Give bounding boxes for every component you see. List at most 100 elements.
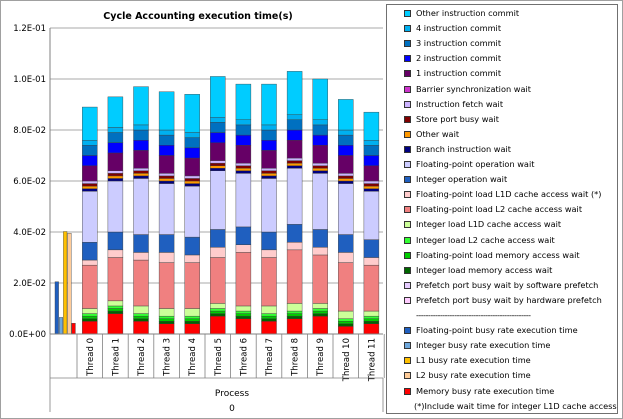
legend-swatch [404, 221, 411, 229]
bar-segment [261, 83, 277, 126]
bar-segment [312, 168, 328, 171]
bar-segment [133, 139, 149, 151]
y-tick-label: 8.0E-02 [13, 126, 46, 136]
legend-item: 1 instruction commit [387, 66, 617, 81]
legend-label: Integer load memory access wait [416, 264, 553, 275]
bar-segment [107, 249, 124, 258]
legend-swatch [404, 145, 411, 153]
bar-segment [338, 180, 354, 184]
x-tick-label: Thread 0 [86, 338, 96, 377]
bar-segment [363, 188, 380, 192]
bar-segment [363, 155, 380, 166]
legend-item: 4 instruction commit [387, 21, 617, 36]
legend-swatch [404, 342, 411, 350]
legend-item: Memory busy rate execution time [387, 384, 617, 399]
bar-segment [363, 139, 380, 146]
bar-segment [133, 234, 149, 253]
bar-segment [286, 162, 303, 166]
bar-segment [210, 117, 226, 123]
legend-label: L1 busy rate execution time [416, 355, 531, 366]
bar-segment [184, 315, 200, 319]
bar-segment [261, 321, 277, 335]
legend-swatch [404, 85, 411, 93]
bar-segment [158, 178, 175, 182]
bar-segment [107, 96, 124, 128]
legend-label: Instruction fetch wait [416, 98, 504, 109]
x-tick-label: Thread 2 [137, 338, 147, 377]
legend-item: L2 busy rate execution time [387, 368, 617, 383]
bar-segment [261, 139, 277, 151]
bar-segment [158, 129, 175, 136]
bar-segment [286, 168, 303, 225]
bar-segment [338, 178, 354, 182]
bar-segment [338, 252, 354, 263]
bar-segment [261, 175, 277, 179]
y-axis-ticks: 0.0E+00 2.0E-02 4.0E-02 6.0E-02 8.0E-02 1.0E-… [9, 24, 46, 340]
legend-label: 2 instruction commit [416, 53, 502, 64]
legend-swatch [404, 206, 411, 214]
bar-segment [312, 303, 328, 309]
legend-item: L1 busy rate execution time [387, 353, 617, 368]
bar-segment [338, 173, 354, 177]
bar-segment [338, 99, 354, 131]
bar-segment [82, 321, 98, 335]
legend-separator: ----------------------------------------… [416, 311, 531, 320]
bar-segment [235, 145, 252, 164]
bar-segment [261, 173, 277, 177]
bar-segment [286, 157, 303, 161]
bar-segment [210, 303, 226, 309]
bar-segment [210, 160, 226, 164]
legend-item: Store port busy wait [387, 112, 617, 127]
bar-segment [286, 303, 303, 312]
busy-rate-bar [54, 281, 59, 335]
legend-swatch [404, 55, 411, 63]
legend-label: Integer busy rate execution time [416, 340, 551, 351]
bar-segment [235, 173, 252, 228]
busy-rate-bar [67, 233, 72, 335]
bar-segment [312, 173, 328, 230]
bar-segment [82, 106, 98, 141]
legend-note: (*)Include wait time for integer L1D cac… [414, 400, 617, 411]
bar-segment [133, 129, 149, 141]
bar-segment [210, 76, 226, 118]
bar-segment [107, 257, 124, 302]
bar-segment [363, 165, 380, 182]
x-axis-labels: Thread 0 Thread 1 Thread 2 Thread 3 Thread 4… [49, 334, 385, 412]
legend-swatch [404, 296, 411, 304]
y-tick-label: 1.2E-01 [13, 24, 46, 34]
bar-segment [338, 321, 354, 324]
bar-segment [363, 180, 380, 184]
bar-segment [338, 323, 354, 327]
bar-segment [312, 254, 328, 304]
legend-swatch [404, 281, 411, 289]
bar-segment [286, 160, 303, 164]
legend-label: Floating-point load L2 cache access wait [416, 204, 583, 215]
bar-segment [286, 71, 303, 115]
x-tick-label: Thread 6 [239, 338, 249, 377]
bar-segment [107, 305, 124, 309]
legend-item: Integer operation wait [387, 172, 617, 187]
bar-segment [363, 145, 380, 156]
bar-segment [312, 308, 328, 312]
bar-segment [338, 326, 354, 335]
bar-segment [82, 188, 98, 192]
bar-segment [338, 234, 354, 253]
bar-segment [235, 165, 252, 169]
legend-label: Prefetch port busy wait by software pref… [416, 279, 599, 290]
bar-segment [286, 165, 303, 169]
bar-segment [158, 315, 175, 319]
bar-segment [235, 162, 252, 166]
bar-segment [312, 247, 328, 256]
legend-item: Floating-point load L2 cache access wait [387, 202, 617, 217]
bar-segment [184, 308, 200, 317]
bar-segment [286, 139, 303, 159]
bar-segment [261, 231, 277, 251]
y-tick-label: 2.0E-02 [13, 279, 46, 289]
bar-segment [261, 170, 277, 174]
bar-segment [82, 165, 98, 182]
bar-segment [210, 308, 226, 312]
bar-segment [312, 313, 328, 317]
legend-item: Prefetch port busy wait by hardware pref… [387, 293, 617, 308]
y-tick-label: 1.0E-01 [13, 75, 46, 85]
